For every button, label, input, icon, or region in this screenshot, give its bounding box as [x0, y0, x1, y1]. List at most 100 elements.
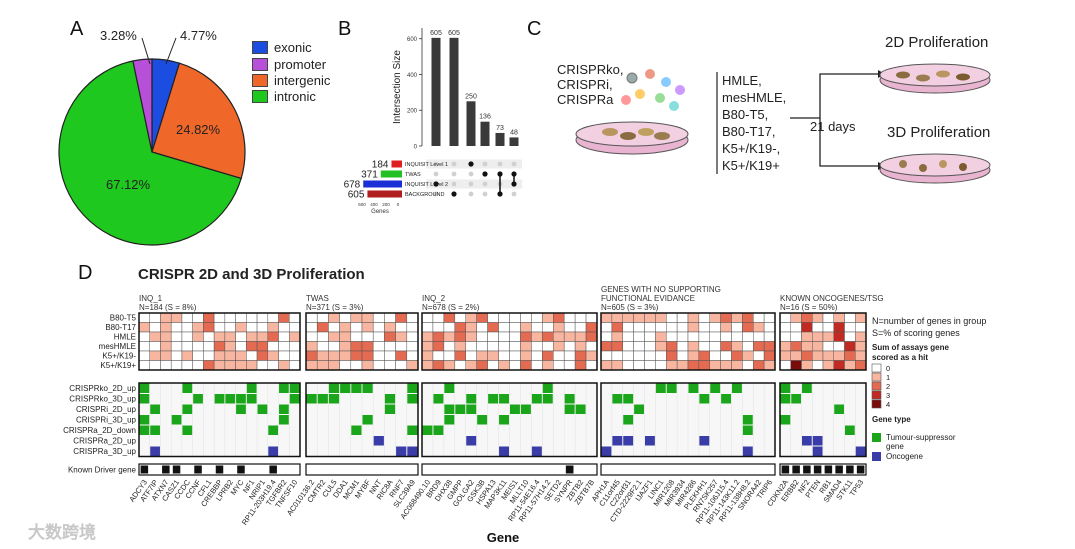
driver-block-border	[421, 463, 598, 476]
heatmap-cell	[267, 350, 279, 361]
heatmap-cell	[421, 322, 434, 333]
heatmap-cell	[790, 312, 802, 323]
assay-block-border	[600, 382, 776, 458]
heatmap-cell	[731, 322, 743, 333]
heatmap-cell	[256, 322, 269, 333]
heatmap-block-border	[138, 312, 301, 371]
legend-sum-level: 1	[886, 373, 890, 382]
assay-hit-cell	[531, 446, 542, 456]
heatmap-cell	[790, 322, 802, 333]
upset-bar	[480, 121, 490, 146]
assay-hit-cell	[499, 446, 509, 456]
heatmap-cell	[170, 350, 183, 361]
assay-hit-cell	[407, 383, 418, 393]
heatmap-cell	[203, 322, 215, 333]
heatmap-cell	[531, 360, 543, 371]
driver-cell	[813, 465, 822, 474]
swatch-icon	[252, 74, 268, 87]
heatmap-cell	[563, 350, 576, 361]
heatmap-cell	[644, 350, 656, 361]
heatmap-cell	[666, 350, 678, 361]
upset-set-bar	[367, 190, 402, 198]
heatmap-cell	[855, 360, 867, 371]
legend-sum-swatch	[871, 372, 882, 382]
heatmap-cell	[278, 341, 290, 352]
heatmap-group-info: N=371 (S = 3%)	[306, 303, 364, 312]
heatmap-cell	[384, 341, 396, 352]
heatmap-cell	[563, 322, 576, 333]
bracket-line	[716, 72, 718, 174]
heatmap-cell	[742, 312, 754, 323]
heatmap-cell	[384, 331, 396, 342]
heatmap-cell	[235, 322, 247, 333]
heatmap-cell	[213, 341, 226, 352]
heatmap-cell	[181, 312, 193, 323]
heatmap-cell	[676, 322, 689, 333]
heatmap-cell	[822, 312, 834, 323]
driver-cell	[846, 465, 854, 474]
heatmap-cell	[531, 312, 543, 323]
driver-cell	[162, 465, 170, 474]
legend-tsg-label: Tumour-suppressor	[886, 433, 956, 442]
heatmap-cell	[235, 312, 247, 323]
heatmap-cell	[149, 331, 161, 342]
heatmap-cell	[563, 331, 576, 342]
upset-dot-empty	[433, 171, 439, 177]
heatmap-cell	[742, 341, 754, 352]
heatmap-cell	[585, 341, 598, 352]
heatmap-cell	[655, 331, 667, 342]
legend-tsg-swatch	[872, 433, 881, 442]
upset-bar-label: 73	[496, 125, 504, 132]
heatmap-cell	[328, 331, 340, 342]
assay-hit-cell	[655, 383, 666, 393]
upset-set-size: 605	[348, 190, 365, 201]
heatmap-cell	[709, 322, 721, 333]
assay-hit-cell	[384, 404, 396, 414]
heatmap-title: CRISPR 2D and 3D Proliferation	[138, 266, 365, 283]
driver-cell	[172, 465, 181, 474]
heatmap-cell	[224, 331, 236, 342]
upset-set-axis-tick: 200	[382, 202, 390, 207]
assay-hit-cell	[362, 415, 373, 425]
heatmap-cell	[267, 322, 279, 333]
cell-line: K5+/K19-,	[722, 141, 781, 156]
assay-hit-cell	[139, 394, 150, 404]
assay-hit-cell	[182, 383, 193, 393]
heatmap-cell	[289, 360, 301, 371]
assay-hit-cell	[257, 404, 268, 414]
driver-cell	[803, 465, 811, 474]
heatmap-cell	[213, 331, 226, 342]
assay-hit-cell	[268, 446, 279, 456]
assay-hit-cell	[279, 415, 289, 425]
method-a: CRISPRa	[557, 92, 614, 107]
heatmap-cell	[487, 341, 499, 352]
heatmap-block-border	[305, 312, 419, 371]
heatmap-cell	[246, 341, 258, 352]
heatmap-cell	[316, 341, 329, 352]
heatmap-cell	[644, 341, 656, 352]
pie-legend-exonic: exonic	[252, 40, 312, 55]
heatmap-cell	[676, 312, 689, 323]
upset-set-axis-tick: 600	[358, 202, 366, 207]
heatmap-cell	[160, 312, 172, 323]
assay-hit-cell	[802, 436, 812, 446]
heatmap-cell	[812, 350, 824, 361]
heatmap-cell	[731, 341, 743, 352]
heatmap-cell	[812, 331, 824, 342]
heatmap-cell	[160, 341, 172, 352]
heatmap-cell	[476, 312, 488, 323]
upset-dot-empty	[451, 161, 457, 167]
assay-row-label: CRISPRa_2D_down	[63, 426, 136, 435]
heatmap-cell	[289, 312, 301, 323]
legend-type-title: Gene type	[872, 415, 911, 424]
heatmap-cell	[443, 360, 456, 371]
heatmap-cell	[498, 322, 510, 333]
assay-hit-cell	[340, 383, 351, 393]
assay-hit-cell	[373, 436, 384, 446]
heatmap-cell	[676, 331, 689, 342]
heatmap-cell	[633, 341, 645, 352]
upset-set-axis-tick: 0	[397, 202, 400, 207]
legend-s-text: S=% of scoring genes	[872, 328, 960, 338]
heatmap-cell	[520, 312, 532, 323]
heatmap-cell	[676, 341, 689, 352]
